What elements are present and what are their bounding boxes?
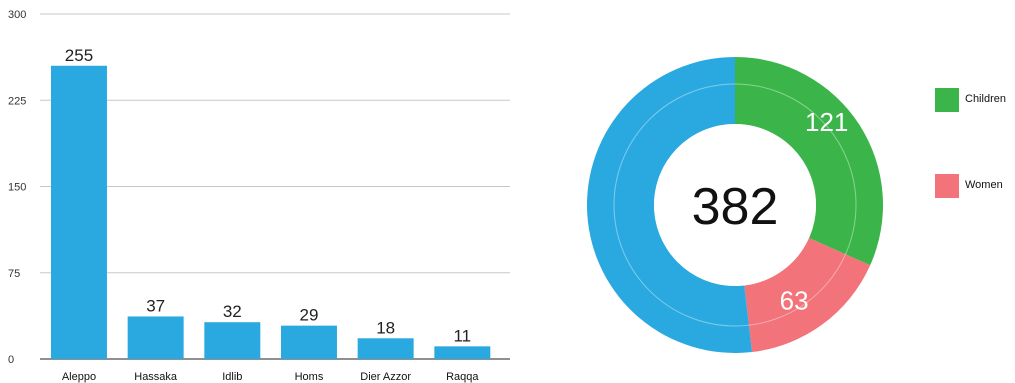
y-tick-label: 75 bbox=[8, 268, 20, 280]
donut-slice-label-women: 63 bbox=[780, 285, 809, 315]
donut-slice-remaining bbox=[587, 57, 753, 353]
donut-chart: 121 63 382 bbox=[587, 57, 883, 353]
legend-label-women: Women bbox=[965, 179, 1003, 191]
bar-value-label: 18 bbox=[376, 318, 395, 337]
x-tick-label: Raqqa bbox=[446, 371, 479, 383]
donut-center-total: 382 bbox=[692, 178, 779, 236]
bar-value-label: 32 bbox=[223, 302, 242, 321]
y-tick-label: 150 bbox=[8, 182, 26, 194]
x-tick-label: Aleppo bbox=[62, 371, 96, 383]
x-tick-label: Homs bbox=[295, 371, 324, 383]
bar-chart: 0 75 150 225 300 255 Aleppo 37 Hassaka 32 Idlib 29 H… bbox=[8, 9, 510, 383]
x-tick-label: Hassaka bbox=[134, 371, 178, 383]
bar-hassaka bbox=[127, 316, 184, 359]
y-tick-label: 300 bbox=[8, 9, 26, 21]
x-tick-label: Dier Azzor bbox=[360, 371, 411, 383]
donut-hole bbox=[654, 124, 816, 286]
bar-value-label: 37 bbox=[146, 296, 165, 315]
legend-label-children: Children bbox=[965, 93, 1006, 105]
bar-value-label: 29 bbox=[300, 306, 319, 325]
donut-slice-women bbox=[744, 237, 871, 353]
donut-slice-children bbox=[735, 57, 883, 266]
bar-aleppo bbox=[51, 65, 107, 359]
y-tick-label: 0 bbox=[8, 354, 14, 366]
y-tick-label: 225 bbox=[8, 95, 26, 107]
bar-value-label: 11 bbox=[453, 326, 471, 345]
bar-value-label: 255 bbox=[65, 46, 93, 65]
x-tick-label: Idlib bbox=[222, 371, 242, 383]
legend-item-women[interactable]: Women bbox=[935, 174, 1015, 198]
legend-swatch-children bbox=[935, 88, 959, 112]
donut-slice-label-children: 121 bbox=[805, 107, 848, 137]
legend-item-children[interactable]: Children bbox=[935, 88, 1015, 112]
bar-idlib bbox=[204, 322, 261, 359]
bar-dier-azzor bbox=[357, 338, 414, 359]
donut-inner-ring bbox=[613, 83, 857, 327]
legend-swatch-women bbox=[935, 174, 959, 198]
bar-raqqa bbox=[434, 346, 491, 359]
bar-homs bbox=[281, 325, 337, 359]
